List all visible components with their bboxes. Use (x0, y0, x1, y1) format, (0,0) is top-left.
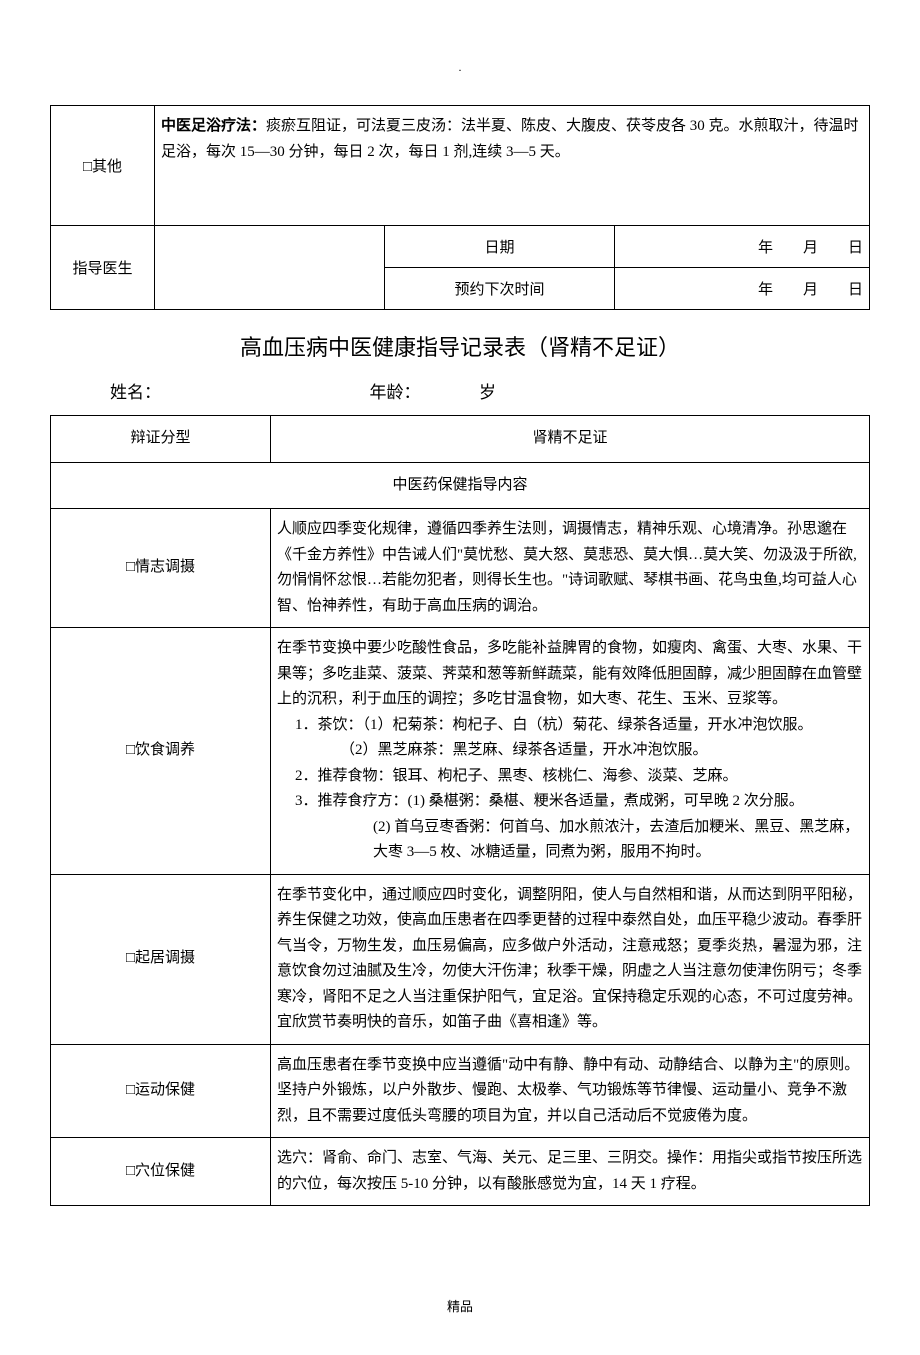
type-value: 肾精不足证 (271, 416, 870, 463)
other-row-label: □其他 (51, 106, 155, 226)
top-table: □其他 中医足浴疗法：痰瘀互阻证，可法夏三皮汤：法半夏、陈皮、大腹皮、茯苓皮各 … (50, 105, 870, 310)
patient-info-row: 姓名： 年龄： 岁 (50, 378, 870, 403)
table-row: □情志调摄 人顺应四季变化规律，遵循四季养生法则，调摄情志，精神乐观、心境清净。… (51, 509, 870, 628)
emotion-row-content: 人顺应四季变化规律，遵循四季养生法则，调摄情志，精神乐观、心境清净。孙思邈在《千… (271, 509, 870, 628)
table-row: □其他 中医足浴疗法：痰瘀互阻证，可法夏三皮汤：法半夏、陈皮、大腹皮、茯苓皮各 … (51, 106, 870, 226)
next-appointment-value: 年 月 日 (615, 268, 870, 310)
next-appointment-label: 预约下次时间 (385, 268, 615, 310)
exercise-row-label: □运动保健 (51, 1044, 271, 1138)
content-header: 中医药保健指导内容 (51, 462, 870, 509)
exercise-row-content: 高血压患者在季节变换中应当遵循"动中有静、静中有动、动静结合、以静为主"的原则。… (271, 1044, 870, 1138)
diet-line-0: 在季节变换中要少吃酸性食品，多吃能补益脾胃的食物，如瘦肉、禽蛋、大枣、水果、干果… (277, 640, 862, 707)
other-row-content: 中医足浴疗法：痰瘀互阻证，可法夏三皮汤：法半夏、陈皮、大腹皮、茯苓皮各 30 克… (155, 106, 870, 226)
age-label: 年龄： (370, 383, 421, 402)
date-value: 年 月 日 (615, 226, 870, 268)
therapy-name: 中医足浴疗法： (161, 118, 266, 134)
living-row-content: 在季节变化中，通过顺应四时变化，调整阴阳，使人与自然相和谐，从而达到阴平阳秘，养… (271, 874, 870, 1044)
acupoint-row-label: □穴位保健 (51, 1138, 271, 1206)
table-row: 辩证分型 肾精不足证 (51, 416, 870, 463)
page-header-mark: . (50, 60, 870, 75)
date-label: 日期 (385, 226, 615, 268)
diet-line-2: （2）黑芝麻茶：黑芝麻、绿茶各适量，开水冲泡饮服。 (277, 738, 863, 764)
main-table: 辩证分型 肾精不足证 中医药保健指导内容 □情志调摄 人顺应四季变化规律，遵循四… (50, 415, 870, 1206)
diet-line-1: 1．茶饮：（1）杞菊茶：枸杞子、白（杭）菊花、绿茶各适量，开水冲泡饮服。 (277, 713, 863, 739)
emotion-row-label: □情志调摄 (51, 509, 271, 628)
diet-row-content: 在季节变换中要少吃酸性食品，多吃能补益脾胃的食物，如瘦肉、禽蛋、大枣、水果、干果… (271, 628, 870, 875)
diet-row-label: □饮食调养 (51, 628, 271, 875)
table-row: □运动保健 高血压患者在季节变换中应当遵循"动中有静、静中有动、动静结合、以静为… (51, 1044, 870, 1138)
therapy-text: 痰瘀互阻证，可法夏三皮汤：法半夏、陈皮、大腹皮、茯苓皮各 30 克。水煎取汁，待… (161, 118, 859, 160)
name-label: 姓名： (110, 383, 161, 402)
table-row: 中医药保健指导内容 (51, 462, 870, 509)
living-row-label: □起居调摄 (51, 874, 271, 1044)
table-row: □饮食调养 在季节变换中要少吃酸性食品，多吃能补益脾胃的食物，如瘦肉、禽蛋、大枣… (51, 628, 870, 875)
type-label: 辩证分型 (51, 416, 271, 463)
doctor-value (155, 226, 385, 310)
table-row: 指导医生 日期 年 月 日 (51, 226, 870, 268)
age-unit: 岁 (479, 383, 496, 402)
diet-line-3: 2．推荐食物：银耳、枸杞子、黑枣、核桃仁、海参、淡菜、芝麻。 (277, 764, 863, 790)
table-row: □起居调摄 在季节变化中，通过顺应四时变化，调整阴阳，使人与自然相和谐，从而达到… (51, 874, 870, 1044)
page-title: 高血压病中医健康指导记录表（肾精不足证） (50, 330, 870, 362)
diet-line-5: (2) 首乌豆枣香粥：何首乌、加水煎浓汁，去渣后加粳米、黑豆、黑芝麻，大枣 3—… (277, 815, 863, 866)
acupoint-row-content: 选穴：肾俞、命门、志室、气海、关元、足三里、三阴交。操作：用指尖或指节按压所选的… (271, 1138, 870, 1206)
diet-line-4: 3．推荐食疗方：(1) 桑椹粥：桑椹、粳米各适量，煮成粥，可早晚 2 次分服。 (277, 789, 863, 815)
table-row: □穴位保健 选穴：肾俞、命门、志室、气海、关元、足三里、三阴交。操作：用指尖或指… (51, 1138, 870, 1206)
page-footer: 精品 (50, 1296, 870, 1315)
doctor-label: 指导医生 (51, 226, 155, 310)
